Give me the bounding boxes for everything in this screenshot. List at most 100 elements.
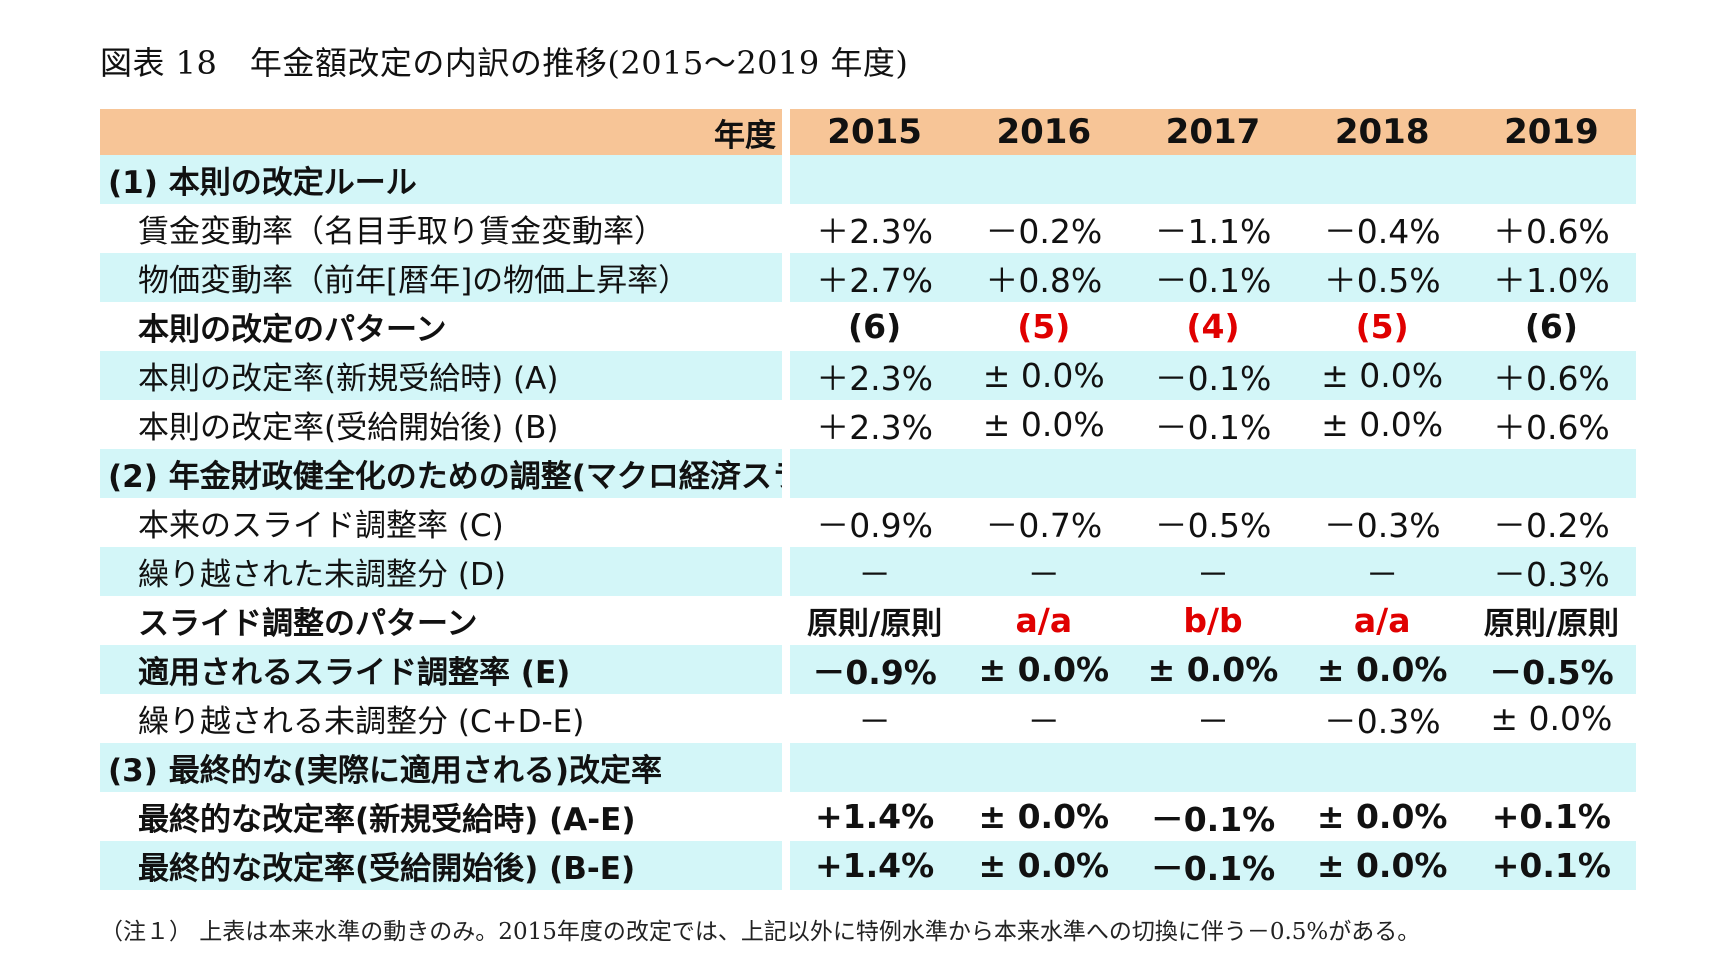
column-gap (782, 155, 791, 204)
table-row: 最終的な改定率(新規受給時) (A-E) +1.4% ± 0.0% －0.1% … (100, 792, 1636, 841)
table-cell: (6) (1524, 307, 1578, 346)
table-cell (959, 743, 1129, 792)
table-cell: (5) (1017, 307, 1071, 346)
table-cell: －0.2% (985, 211, 1103, 251)
table-cell: (5) (1355, 307, 1409, 346)
table-cell (790, 449, 960, 498)
table-cell: －0.1% (1154, 407, 1272, 447)
table-row: 物価変動率（前年[暦年]の物価上昇率） ＋2.7% ＋0.8% －0.1% ＋0… (100, 253, 1636, 302)
table-cell: +0.1% (1491, 797, 1611, 836)
table-cell: － (1027, 701, 1061, 741)
pension-revision-table: 年度 2015 2016 2017 2018 2019 (1) 本則の改定ルール… (100, 109, 1636, 890)
table-cell: ＋0.6% (1492, 211, 1610, 251)
table-cell: －0.5% (1154, 505, 1272, 545)
row-label: 本則の改定のパターン (138, 312, 447, 348)
column-gap (782, 449, 791, 498)
table-cell (1297, 155, 1467, 204)
table-row: 本則の改定のパターン (6) (5) (4) (5) (6) (100, 302, 1636, 351)
column-gap (782, 302, 791, 351)
table-cell: 原則/原則 (806, 606, 943, 642)
row-label: 最終的な改定率(新規受給時) (A-E) (138, 802, 636, 838)
column-gap (782, 204, 791, 253)
table-cell: － (858, 701, 892, 741)
table-cell (1128, 449, 1298, 498)
table-cell (959, 449, 1129, 498)
section-row: (2) 年金財政健全化のための調整(マクロ経済スライド) (100, 449, 1636, 498)
section-row: (1) 本則の改定ルール (100, 155, 1636, 204)
year-2017-header: 2017 (1128, 109, 1298, 155)
table-cell: a/a (1015, 601, 1073, 640)
table-cell: － (1128, 547, 1298, 596)
row-label: 繰り越された未調整分 (D) (100, 547, 783, 596)
table-cell (1466, 155, 1636, 204)
table-cell: +0.1% (1466, 841, 1636, 890)
table-cell: － (1297, 547, 1467, 596)
table-cell: ＋0.6% (1466, 351, 1636, 400)
column-gap (782, 109, 791, 155)
table-row: 最終的な改定率(受給開始後) (B-E) +1.4% ± 0.0% －0.1% … (100, 841, 1636, 890)
table-cell: ＋0.8% (959, 253, 1129, 302)
table-cell: ＋0.6% (1492, 407, 1610, 447)
table-cell: ± 0.0% (1128, 645, 1298, 694)
table-cell: (4) (1186, 307, 1240, 346)
table-cell: ± 0.0% (959, 645, 1129, 694)
column-gap (782, 400, 791, 449)
table-cell: ± 0.0% (959, 841, 1129, 890)
table-cell (790, 743, 960, 792)
table-row: 繰り越された未調整分 (D) － － － － －0.3% (100, 547, 1636, 596)
row-label: 物価変動率（前年[暦年]の物価上昇率） (100, 253, 783, 302)
table-cell: ± 0.0% (1297, 645, 1467, 694)
table-cell: 原則/原則 (1483, 606, 1620, 642)
table-row: 本則の改定率(新規受給時) (A) ＋2.3% ± 0.0% －0.1% ± 0… (100, 351, 1636, 400)
table-cell: ＋2.3% (790, 351, 960, 400)
row-label: スライド調整のパターン (138, 606, 478, 642)
table-cell: －0.9% (816, 505, 934, 545)
section-2-heading: (2) 年金財政健全化のための調整(マクロ経済スライド) (100, 449, 783, 498)
footnote: （注１） 上表は本来水準の動きのみ。2015年度の改定では、上記以外に特例水準か… (100, 919, 1421, 945)
table-cell: ± 0.0% (1316, 797, 1448, 836)
row-label: 繰り越される未調整分 (C+D-E) (138, 704, 585, 740)
table-cell: ± 0.0% (1297, 841, 1467, 890)
year-2018-header: 2018 (1297, 109, 1467, 155)
table-cell: －0.1% (1128, 351, 1298, 400)
table-cell: ＋2.3% (816, 407, 934, 447)
table-cell: －0.7% (985, 505, 1103, 545)
section-row: (3) 最終的な(実際に適用される)改定率 (100, 743, 1636, 792)
column-gap (782, 596, 791, 645)
table-cell: －0.4% (1323, 211, 1441, 251)
table-cell: －0.1% (1128, 841, 1298, 890)
table-cell: － (790, 547, 960, 596)
table-cell: －0.1% (1128, 253, 1298, 302)
table-cell: ± 0.0% (959, 351, 1129, 400)
column-gap (782, 645, 791, 694)
table-cell: －0.9% (790, 645, 960, 694)
row-label: 本則の改定率(受給開始後) (B) (138, 410, 559, 446)
table-cell: +1.4% (815, 797, 935, 836)
column-gap (782, 547, 791, 596)
table-cell: b/b (1183, 601, 1243, 640)
table-cell: －1.1% (1154, 211, 1272, 251)
row-label: 賃金変動率（名目手取り賃金変動率） (138, 214, 665, 250)
table-cell: +1.4% (790, 841, 960, 890)
table-cell (1297, 743, 1467, 792)
table-cell (790, 155, 960, 204)
row-label: 本来のスライド調整率 (C) (138, 508, 504, 544)
year-2016-header: 2016 (959, 109, 1129, 155)
table-cell: ± 0.0% (978, 797, 1110, 836)
table-cell: － (959, 547, 1129, 596)
year-2019-header: 2019 (1466, 109, 1636, 155)
table-cell: －0.3% (1323, 701, 1441, 741)
table-cell: ± 0.0% (1297, 351, 1467, 400)
header-row: 年度 2015 2016 2017 2018 2019 (100, 109, 1636, 155)
column-gap (782, 694, 791, 743)
table-cell (1466, 449, 1636, 498)
table-cell: ＋1.0% (1466, 253, 1636, 302)
table-cell (1128, 743, 1298, 792)
table-row: 本来のスライド調整率 (C) －0.9% －0.7% －0.5% －0.3% －… (100, 498, 1636, 547)
table-cell: －0.2% (1492, 505, 1610, 545)
table-cell (1128, 155, 1298, 204)
table-row: 本則の改定率(受給開始後) (B) ＋2.3% ± 0.0% －0.1% ± 0… (100, 400, 1636, 449)
table-cell: －0.3% (1466, 547, 1636, 596)
row-label: 最終的な改定率(受給開始後) (B-E) (100, 841, 783, 890)
table-cell: a/a (1353, 601, 1411, 640)
